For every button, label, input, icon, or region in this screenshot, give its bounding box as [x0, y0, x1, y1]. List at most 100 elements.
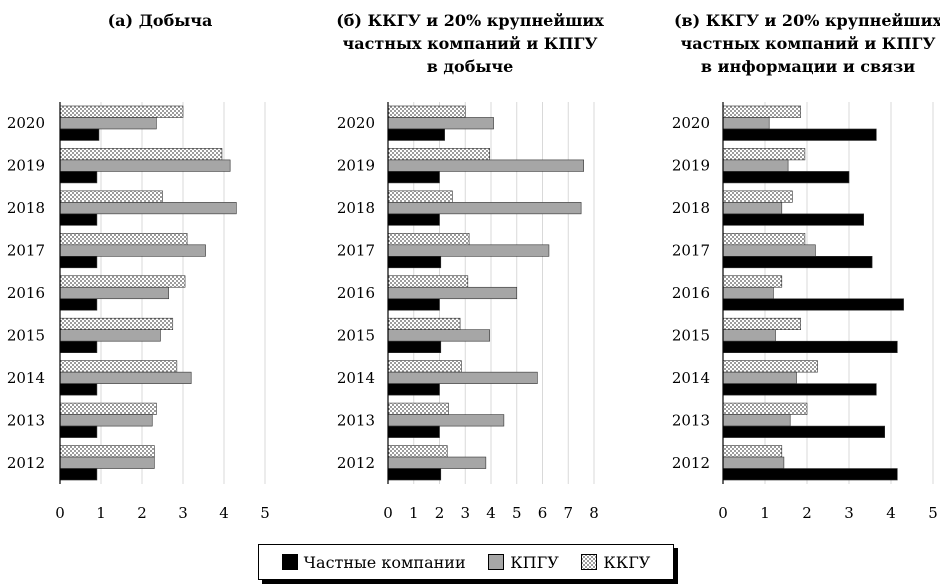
bar-kkgu	[59, 360, 178, 373]
chart-title-line: в добыче	[427, 57, 514, 76]
legend-item-kpgu: КПГУ	[488, 553, 559, 572]
bar-kpgu	[722, 117, 770, 130]
bar-kkgu	[59, 105, 184, 118]
bar-kkgu	[59, 148, 223, 161]
chart-title-line: частных компаний и КПГУ	[343, 34, 598, 53]
x-tick-label: 5	[260, 504, 270, 522]
y-tick-label: 2015	[672, 326, 710, 344]
bar-private	[59, 340, 98, 353]
y-tick-label: 2017	[7, 242, 45, 260]
y-tick-label: 2012	[337, 454, 375, 472]
bar-kpgu	[722, 286, 774, 300]
bar-kkgu	[722, 275, 783, 288]
bar-kkgu	[722, 402, 808, 415]
bar-kpgu	[59, 371, 192, 384]
x-tick-label: 1	[760, 504, 770, 522]
legend-swatch-kkgu	[581, 554, 598, 570]
x-tick-label: 6	[538, 504, 548, 522]
x-tick-label: 2	[802, 504, 812, 522]
bar-private	[387, 213, 440, 226]
bar-private	[59, 171, 98, 184]
x-tick-label: 4	[219, 504, 229, 522]
bar-private	[59, 298, 98, 311]
y-tick-label: 2019	[672, 157, 710, 175]
y-tick-label: 2014	[7, 369, 45, 387]
bar-private	[722, 298, 904, 311]
bar-private	[387, 383, 440, 396]
y-tick-label: 2013	[337, 411, 375, 429]
bar-kkgu	[387, 402, 449, 415]
bar-kkgu	[59, 317, 174, 330]
y-tick-label: 2013	[672, 411, 710, 429]
y-tick-label: 2012	[672, 454, 710, 472]
x-tick-label: 5	[928, 504, 938, 522]
bar-kkgu	[59, 445, 155, 458]
bar-kkgu	[722, 105, 801, 118]
bar-kpgu	[722, 456, 785, 469]
bar-kkgu	[387, 105, 466, 118]
bar-kkgu	[722, 360, 818, 373]
bar-private	[722, 425, 885, 438]
bar-private	[387, 171, 440, 184]
bar-kkgu	[387, 233, 470, 246]
bar-kpgu	[59, 244, 206, 257]
y-tick-label: 2019	[337, 157, 375, 175]
legend-label-kkgu: ККГУ	[603, 552, 651, 572]
bar-kpgu	[59, 286, 169, 300]
bar-private	[387, 468, 442, 481]
y-tick-label: 2018	[7, 199, 45, 217]
bar-private	[387, 425, 440, 438]
bar-kpgu	[387, 414, 505, 427]
bar-kkgu	[387, 275, 469, 288]
bar-kpgu	[59, 329, 161, 342]
bar-kpgu	[59, 202, 237, 215]
bar-private	[59, 383, 98, 396]
bar-private	[722, 213, 864, 226]
y-tick-label: 2020	[7, 114, 45, 132]
legend-swatch-private	[281, 554, 298, 570]
bar-private	[722, 468, 898, 481]
x-tick-label: 4	[886, 504, 896, 522]
chart-title-line: в информации и связи	[701, 57, 915, 76]
bar-kkgu	[722, 148, 806, 161]
x-tick-label: 1	[409, 504, 419, 522]
x-tick-label: 0	[55, 504, 65, 522]
bar-private	[387, 298, 440, 311]
bar-kkgu	[722, 445, 783, 458]
x-tick-label: 0	[718, 504, 728, 522]
chart-title-line: (б) ККГУ и 20% крупнейших	[336, 11, 604, 30]
chart-title-line: (в) ККГУ и 20% крупнейших	[674, 11, 940, 30]
bar-kkgu	[387, 148, 491, 161]
y-tick-label: 2020	[672, 114, 710, 132]
bar-private	[59, 128, 100, 141]
bar-private	[722, 340, 898, 353]
bar-kpgu	[387, 159, 584, 172]
bar-private	[59, 213, 98, 226]
x-tick-label: 5	[512, 504, 522, 522]
bar-private	[387, 128, 445, 141]
y-tick-label: 2020	[337, 114, 375, 132]
bar-kpgu	[387, 117, 494, 130]
bar-private	[59, 256, 98, 269]
legend-label-kpgu: КПГУ	[510, 552, 559, 572]
bar-kpgu	[722, 244, 816, 257]
bar-kpgu	[722, 202, 783, 215]
bar-kpgu	[387, 329, 491, 342]
bar-private	[722, 171, 850, 184]
x-tick-label: 8	[589, 504, 599, 522]
bar-kkgu	[387, 190, 453, 203]
bar-kpgu	[59, 414, 153, 427]
y-tick-label: 2015	[7, 326, 45, 344]
x-tick-label: 3	[178, 504, 188, 522]
bar-private	[387, 340, 442, 353]
legend-swatch-kpgu	[488, 554, 505, 570]
bar-kpgu	[722, 159, 789, 172]
bar-kkgu	[387, 445, 448, 458]
bar-kkgu	[387, 360, 462, 373]
x-tick-label: 2	[137, 504, 147, 522]
y-tick-label: 2018	[672, 199, 710, 217]
chart-title-line: (а) Добыча	[108, 11, 213, 30]
bar-kkgu	[722, 317, 801, 330]
y-tick-label: 2016	[672, 284, 710, 302]
